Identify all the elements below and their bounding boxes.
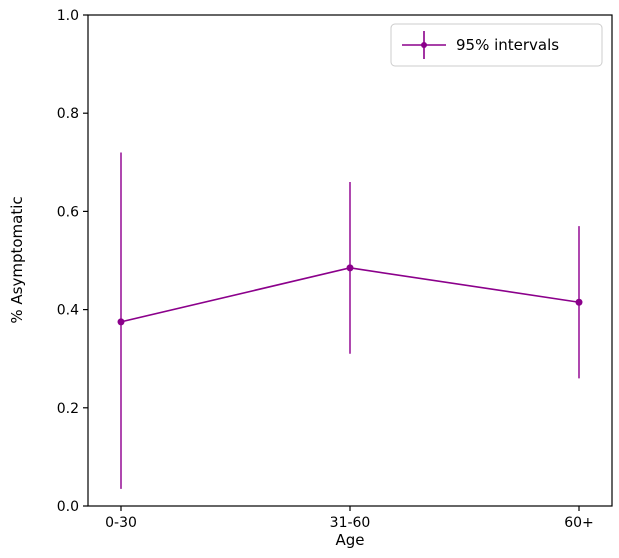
y-tick-label: 0.2	[57, 401, 79, 417]
data-point	[346, 264, 354, 272]
y-axis-ticks: 0.0 0.2 0.4 0.6 0.8 1.0	[57, 8, 88, 515]
y-tick-label: 0.0	[57, 499, 79, 515]
y-tick-label: 0.8	[57, 106, 79, 122]
y-axis-label: % Asymptomatic	[8, 196, 26, 323]
y-tick-label: 0.6	[57, 204, 79, 220]
legend-box	[390, 23, 603, 67]
legend: 95% intervals	[390, 23, 603, 67]
x-tick-label: 0-30	[105, 515, 137, 531]
x-tick-label: 31-60	[330, 515, 371, 531]
legend-label: 95% intervals	[456, 36, 559, 54]
x-axis-ticks: 0-30 31-60 60+	[105, 506, 594, 531]
data-points	[117, 264, 583, 326]
y-tick-label: 0.4	[57, 303, 79, 319]
legend-marker-dot	[421, 42, 427, 48]
data-point	[117, 318, 125, 326]
y-tick-label: 1.0	[57, 8, 79, 24]
errorbars	[120, 152, 580, 489]
x-axis-label: Age	[335, 531, 364, 549]
data-point	[575, 298, 583, 306]
x-tick-label: 60+	[564, 515, 594, 531]
